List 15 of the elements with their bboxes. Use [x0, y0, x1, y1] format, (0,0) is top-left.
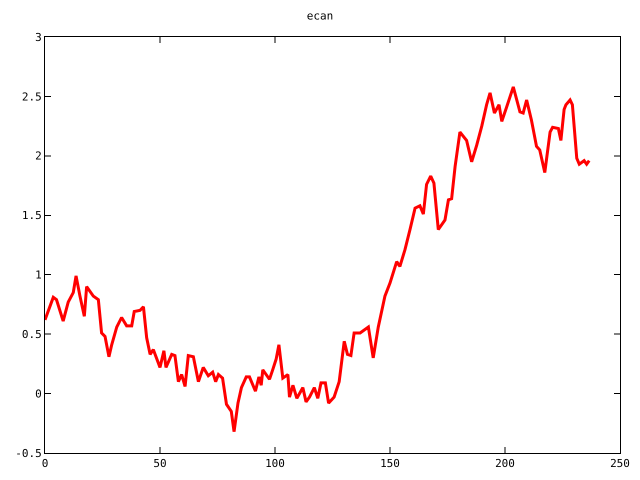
line-series [45, 85, 591, 434]
y-tick-label: 1 [35, 268, 42, 282]
chart-title: ecan [306, 10, 334, 23]
y-tick-label: -0.5 [15, 446, 42, 460]
x-tick-label: 200 [495, 457, 515, 470]
x-tick-label: 250 [610, 457, 630, 470]
y-tick-label: 2.5 [22, 90, 42, 104]
y-tick-label: 1.5 [22, 209, 42, 222]
x-tick-label: 100 [265, 457, 285, 470]
x-tick-label: 50 [153, 457, 167, 470]
y-tick-label: 2 [35, 150, 42, 163]
y-tick-label: 0 [35, 387, 42, 400]
y-tick-label: 0.5 [22, 328, 42, 341]
x-tick-label: 150 [380, 457, 400, 470]
y-tick-label: 3 [35, 30, 42, 44]
